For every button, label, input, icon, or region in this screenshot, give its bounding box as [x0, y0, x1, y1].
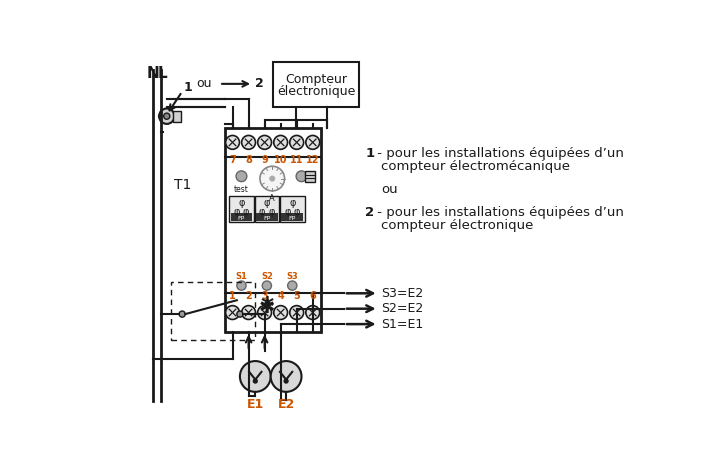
Circle shape — [290, 306, 303, 319]
Text: 1: 1 — [365, 147, 375, 160]
Text: φ: φ — [263, 198, 270, 208]
Bar — [255, 196, 279, 222]
Text: φ: φ — [238, 198, 245, 208]
Circle shape — [225, 136, 239, 149]
Text: φ: φ — [259, 207, 265, 217]
Text: 2: 2 — [256, 77, 264, 91]
Text: φ: φ — [243, 207, 249, 217]
Circle shape — [237, 281, 246, 290]
Text: FP: FP — [238, 216, 245, 221]
Text: Compteur: Compteur — [285, 73, 347, 86]
Text: A: A — [270, 194, 275, 203]
Circle shape — [225, 306, 239, 319]
Circle shape — [296, 171, 307, 182]
Text: 2: 2 — [245, 291, 252, 301]
Bar — [231, 213, 252, 221]
Circle shape — [271, 361, 301, 392]
Text: *: * — [260, 295, 273, 319]
Text: S3=E2: S3=E2 — [382, 287, 424, 300]
Bar — [225, 128, 321, 332]
Circle shape — [241, 136, 256, 149]
Text: 10: 10 — [274, 155, 287, 165]
Circle shape — [306, 136, 320, 149]
Text: E1: E1 — [246, 398, 264, 411]
Bar — [273, 62, 359, 107]
Bar — [256, 213, 277, 221]
Circle shape — [236, 171, 247, 182]
Text: ou: ou — [196, 77, 211, 91]
Circle shape — [262, 281, 272, 290]
Text: ou: ou — [381, 183, 398, 196]
Circle shape — [258, 136, 272, 149]
Circle shape — [284, 379, 288, 383]
Circle shape — [237, 311, 243, 317]
Text: S3: S3 — [287, 272, 298, 281]
Text: L: L — [158, 66, 168, 81]
Circle shape — [274, 136, 288, 149]
Text: E2: E2 — [277, 398, 295, 411]
Text: compteur électromécanique: compteur électromécanique — [381, 160, 570, 173]
Text: électronique: électronique — [277, 85, 356, 98]
Text: ✱: ✱ — [258, 298, 275, 317]
Text: FP: FP — [263, 216, 270, 221]
Text: 3: 3 — [261, 291, 268, 301]
Text: φ: φ — [289, 198, 296, 208]
Text: 7: 7 — [230, 155, 236, 165]
Circle shape — [288, 281, 297, 290]
Circle shape — [253, 379, 257, 383]
Text: 1: 1 — [230, 291, 236, 301]
Text: φ: φ — [294, 207, 300, 217]
Circle shape — [274, 306, 288, 319]
Circle shape — [258, 306, 272, 319]
Circle shape — [241, 306, 256, 319]
Bar — [170, 282, 256, 339]
Text: 5: 5 — [294, 291, 300, 301]
Text: 8: 8 — [245, 155, 252, 165]
Text: N: N — [146, 66, 159, 81]
Text: test: test — [234, 185, 249, 194]
Text: compteur électronique: compteur électronique — [381, 219, 533, 232]
Bar — [280, 196, 305, 222]
Text: FP: FP — [289, 216, 296, 221]
Text: φ: φ — [234, 207, 240, 217]
Text: - pour les installations équipées d’un: - pour les installations équipées d’un — [373, 206, 624, 219]
Circle shape — [159, 108, 175, 124]
Circle shape — [270, 176, 275, 181]
Text: S2: S2 — [261, 272, 272, 281]
Text: 9: 9 — [261, 155, 268, 165]
Bar — [229, 196, 253, 222]
Text: S1=E1: S1=E1 — [382, 318, 424, 331]
Text: 4: 4 — [277, 291, 284, 301]
Text: T1: T1 — [175, 178, 191, 192]
Circle shape — [290, 136, 303, 149]
Text: S2=E2: S2=E2 — [382, 302, 424, 315]
Text: 12: 12 — [306, 155, 320, 165]
Bar — [282, 213, 303, 221]
Text: 11: 11 — [290, 155, 303, 165]
Text: 6: 6 — [309, 291, 316, 301]
Text: φ: φ — [268, 207, 275, 217]
Bar — [306, 171, 315, 182]
Bar — [173, 111, 181, 121]
Text: S1: S1 — [236, 272, 247, 281]
Text: 2: 2 — [365, 206, 375, 219]
Circle shape — [306, 306, 320, 319]
Text: φ: φ — [284, 207, 291, 217]
Circle shape — [240, 361, 271, 392]
Text: - pour les installations équipées d’un: - pour les installations équipées d’un — [373, 147, 624, 160]
Circle shape — [260, 166, 284, 191]
Circle shape — [163, 113, 170, 119]
Text: 1: 1 — [184, 81, 192, 94]
Circle shape — [179, 311, 185, 317]
